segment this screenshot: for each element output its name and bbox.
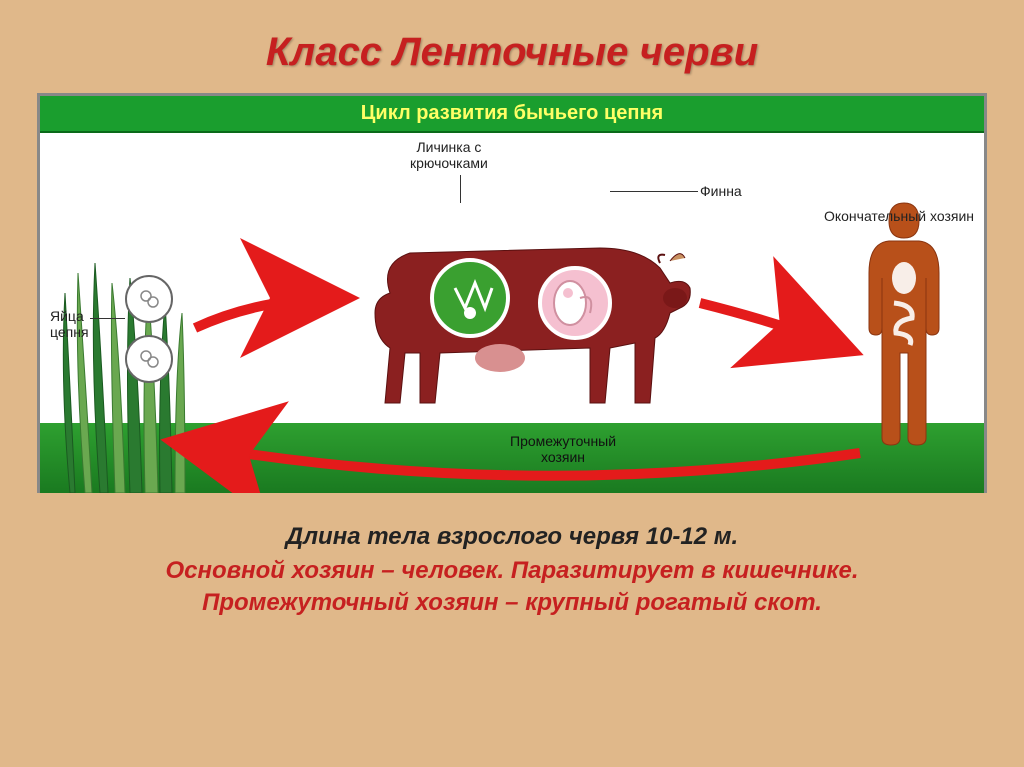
label-eggs: Яйца цепня [50,308,89,340]
page-title: Класс Ленточные черви [30,30,994,75]
cow-illustration [320,193,700,453]
egg-bottom [125,335,173,383]
line-finna [610,191,698,192]
bottom-line-2: Основной хозяин – человек. Паразитирует … [30,557,994,585]
diagram-body: Личинка с крючочками Финна Окончательный… [40,133,984,493]
bottom-line-3: Промежуточный хозяин – крупный рогатый с… [30,589,994,617]
label-larva: Личинка с крючочками [410,139,488,171]
human-illustration [844,193,964,453]
line-larva [460,175,461,203]
label-final-host: Окончательный хозяин [824,208,974,224]
bottom-line-1: Длина тела взрослого червя 10-12 м. [30,523,994,551]
egg-top [125,275,173,323]
bottom-text: Длина тела взрослого червя 10-12 м. Осно… [30,523,994,617]
diagram-title: Цикл развития бычьего цепня [40,96,984,133]
slide-container: Класс Ленточные черви Цикл развития бычь… [0,0,1024,767]
line-eggs [90,318,125,319]
diagram-container: Цикл развития бычьего цепня [37,93,987,493]
label-intermediate: Промежуточный хозяин [510,433,616,465]
label-finna: Финна [700,183,742,199]
